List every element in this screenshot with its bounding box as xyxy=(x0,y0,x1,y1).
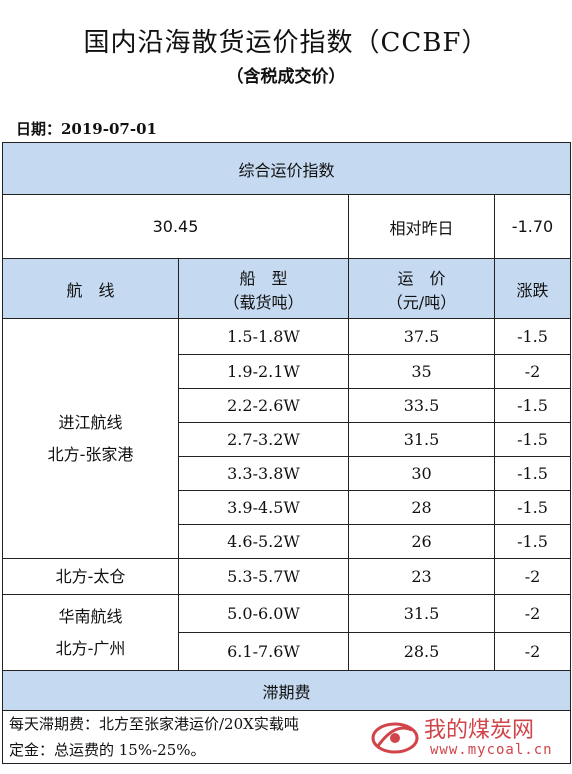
route-line-2: 北方-张家港 xyxy=(47,444,134,464)
change-cell: -2 xyxy=(493,354,572,389)
ship-type-cell: 6.1-7.6W xyxy=(178,632,349,671)
table-row: 2.2-2.6W 33.5 -1.5 xyxy=(3,388,572,423)
table-row: 4.6-5.2W 26 -1.5 xyxy=(3,524,572,559)
change-cell: -2 xyxy=(493,632,572,671)
freight-cell: 30 xyxy=(348,456,495,491)
page-subtitle: （含税成交价） xyxy=(226,67,346,87)
composite-header-row: 综合运价指数 xyxy=(1,142,572,195)
compare-label: 相对昨日 xyxy=(348,194,495,259)
table-row: 3.9-4.5W 28 -1.5 xyxy=(3,490,572,525)
demurrage-header: 滞期费 xyxy=(1,670,572,711)
col-change: 涨跌 xyxy=(493,258,572,319)
freight-cell: 33.5 xyxy=(348,388,495,423)
table-row: 2.7-3.2W 31.5 -1.5 xyxy=(3,422,572,457)
table-row: 华南航线 北方-广州 5.0-6.0W 31.5 -2 xyxy=(2,594,572,671)
freight-cell: 23 xyxy=(348,558,495,595)
route-line-2: 北方-广州 xyxy=(55,638,126,658)
col-freight-unit: （元/吨） xyxy=(386,292,457,312)
change-cell: -1.5 xyxy=(493,490,572,525)
ship-type-cell: 1.9-2.1W xyxy=(178,354,349,389)
col-ship-type-label: 船 型 xyxy=(239,268,288,288)
demurrage-line-1: 每天滞期费：北方至张家港运价/20X实载吨 xyxy=(9,715,299,733)
col-ship-type-unit: （载货吨） xyxy=(223,292,304,312)
col-ship-type: 船 型 （载货吨） xyxy=(178,258,349,319)
table-row: 北方-太仓 5.3-5.7W 23 -2 xyxy=(2,558,572,595)
composite-header: 综合运价指数 xyxy=(1,142,572,195)
change-cell: -1.5 xyxy=(493,388,572,423)
route-cell: 北方-太仓 xyxy=(2,558,179,595)
change-cell: -2 xyxy=(493,558,572,595)
col-route: 航 线 xyxy=(2,258,179,319)
route-line-1: 华南航线 xyxy=(58,606,123,626)
change-cell: -2 xyxy=(493,594,572,633)
ship-type-cell: 5.0-6.0W xyxy=(178,594,349,633)
change-cell: -1.5 xyxy=(493,318,572,355)
freight-cell: 28 xyxy=(348,490,495,525)
ship-type-cell: 3.3-3.8W xyxy=(178,456,349,491)
demurrage-line-2: 定金：总运费的 15%-25%。 xyxy=(9,741,206,759)
table-row: 进江航线 北方-张家港 1.5-1.8W 37.5 -1.5 xyxy=(2,318,572,559)
table-row: 6.1-7.6W 28.5 -2 xyxy=(3,632,572,671)
ship-type-cell: 5.3-5.7W xyxy=(178,558,349,595)
col-freight: 运 价 （元/吨） xyxy=(348,258,495,319)
freight-cell: 31.5 xyxy=(348,422,495,457)
demurrage-notes: 每天滞期费：北方至张家港运价/20X实载吨 定金：总运费的 15%-25%。 xyxy=(1,710,572,764)
freight-cell: 26 xyxy=(348,524,495,559)
ship-type-cell: 4.6-5.2W xyxy=(178,524,349,559)
route-line-1: 进江航线 xyxy=(58,412,123,432)
change-cell: -1.5 xyxy=(493,524,572,559)
demurrage-header-row: 滞期费 xyxy=(1,670,572,711)
freight-cell: 28.5 xyxy=(348,632,495,671)
freight-cell: 35 xyxy=(348,354,495,389)
route-line-1: 北方-太仓 xyxy=(55,566,126,586)
freight-cell: 37.5 xyxy=(348,318,495,355)
col-freight-label: 运 价 xyxy=(397,268,446,288)
composite-change: -1.70 xyxy=(493,194,572,259)
ship-type-cell: 2.7-3.2W xyxy=(178,422,349,457)
table-row: 3.3-3.8W 30 -1.5 xyxy=(3,456,572,491)
change-cell: -1.5 xyxy=(493,456,572,491)
date-line: 日期：2019-07-01 xyxy=(16,120,157,138)
route-cell: 进江航线北方-张家港 xyxy=(2,318,179,559)
demurrage-notes-row: 每天滞期费：北方至张家港运价/20X实载吨 定金：总运费的 15%-25%。 xyxy=(1,710,572,764)
composite-value-row: 30.45 相对昨日 -1.70 xyxy=(2,194,572,259)
table-row: 1.9-2.1W 35 -2 xyxy=(3,354,572,389)
ship-type-cell: 3.9-4.5W xyxy=(178,490,349,525)
column-header-row: 航 线 船 型 （载货吨） 运 价 （元/吨） 涨跌 xyxy=(2,258,572,319)
freight-cell: 31.5 xyxy=(348,594,495,633)
page-title: 国内沿海散货运价指数（CCBF） xyxy=(83,28,489,58)
route-cell: 华南航线北方-广州 xyxy=(2,594,179,671)
ship-type-cell: 2.2-2.6W xyxy=(178,388,349,423)
composite-value: 30.45 xyxy=(2,194,349,259)
change-cell: -1.5 xyxy=(493,422,572,457)
ship-type-cell: 1.5-1.8W xyxy=(178,318,349,355)
freight-index-table: 综合运价指数 30.45 相对昨日 -1.70 航 线 船 型 （载货吨） 运 … xyxy=(1,142,572,764)
